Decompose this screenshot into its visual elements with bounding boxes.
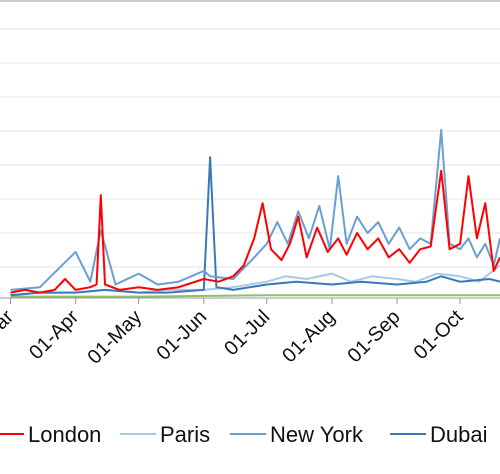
legend-label-london: London (28, 422, 101, 447)
legend-label-new-york: New York (270, 422, 364, 447)
legend-label-paris: Paris (160, 422, 210, 447)
legend-label-dubai: Dubai (430, 422, 487, 447)
